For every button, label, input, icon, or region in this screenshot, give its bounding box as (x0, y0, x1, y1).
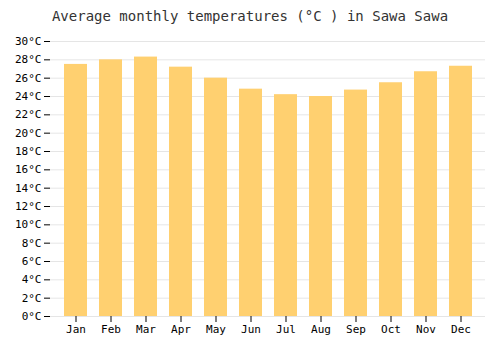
svg-text:20°C: 20°C (15, 127, 42, 140)
svg-text:May: May (206, 323, 226, 336)
svg-text:6°C: 6°C (22, 255, 42, 268)
html-text:Average monthly temperatures (: Average monthly temperatures (°C ) in Sa… (51, 8, 449, 24)
svg-text:Jan: Jan (66, 323, 86, 336)
svg-text:10°C: 10°C (15, 218, 42, 231)
svg-text:8°C: 8°C (22, 237, 42, 250)
svg-text:Nov: Nov (416, 323, 436, 336)
svg-text:Feb: Feb (101, 323, 121, 336)
svg-text:Mar: Mar (136, 323, 156, 336)
svg-text:2°C: 2°C (22, 292, 42, 305)
svg-text:0°C: 0°C (22, 310, 42, 323)
svg-text:Aug: Aug (311, 323, 331, 336)
svg-text:4°C: 4°C (22, 273, 42, 286)
svg-text:28°C: 28°C (15, 53, 42, 66)
svg-text:18°C: 18°C (15, 145, 42, 158)
svg-text:22°C: 22°C (15, 108, 42, 121)
svg-text:12°C: 12°C (15, 200, 42, 213)
svg-text:24°C: 24°C (15, 90, 42, 103)
svg-text:16°C: 16°C (15, 163, 42, 176)
svg-text:Apr: Apr (171, 323, 191, 336)
svg-text:Dec: Dec (451, 323, 471, 336)
svg-text:Jul: Jul (276, 323, 296, 336)
svg-text:26°C: 26°C (15, 72, 42, 85)
svg-text:Oct: Oct (381, 323, 401, 336)
svg-text:14°C: 14°C (15, 182, 42, 195)
svg-text:Sep: Sep (346, 323, 366, 336)
svg-text:30°C: 30°C (15, 35, 42, 48)
svg-text:Jun: Jun (241, 323, 261, 336)
